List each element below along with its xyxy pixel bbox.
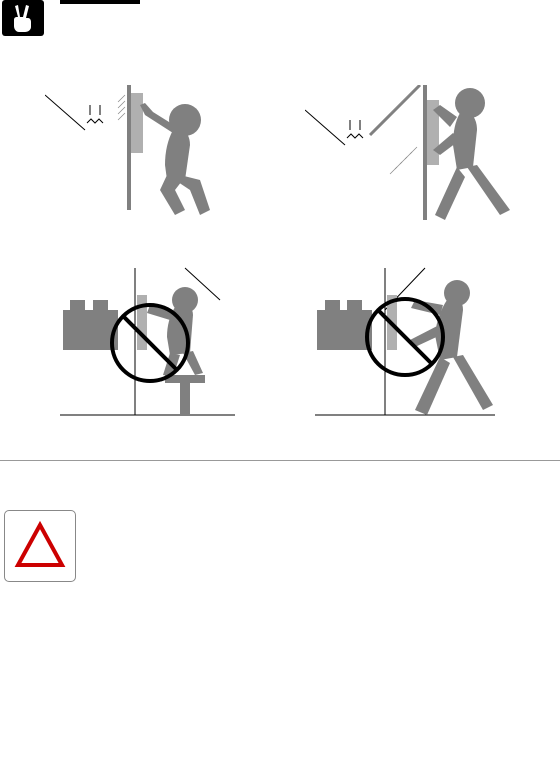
section-tab-icon [2, 0, 44, 36]
illustration-row-correct [45, 85, 525, 240]
illustration-incorrect-sitting [55, 265, 245, 425]
warning-triangle-icon [12, 521, 68, 571]
illustration-row-incorrect [55, 265, 515, 425]
illustration-correct-standing [305, 85, 525, 240]
hand-peace-icon [10, 3, 36, 33]
section-divider [0, 460, 560, 461]
illustration-correct-sitting [45, 85, 235, 240]
section-underline [60, 0, 140, 4]
illustration-incorrect-standing [315, 265, 515, 425]
warning-symbol-box [4, 510, 76, 582]
